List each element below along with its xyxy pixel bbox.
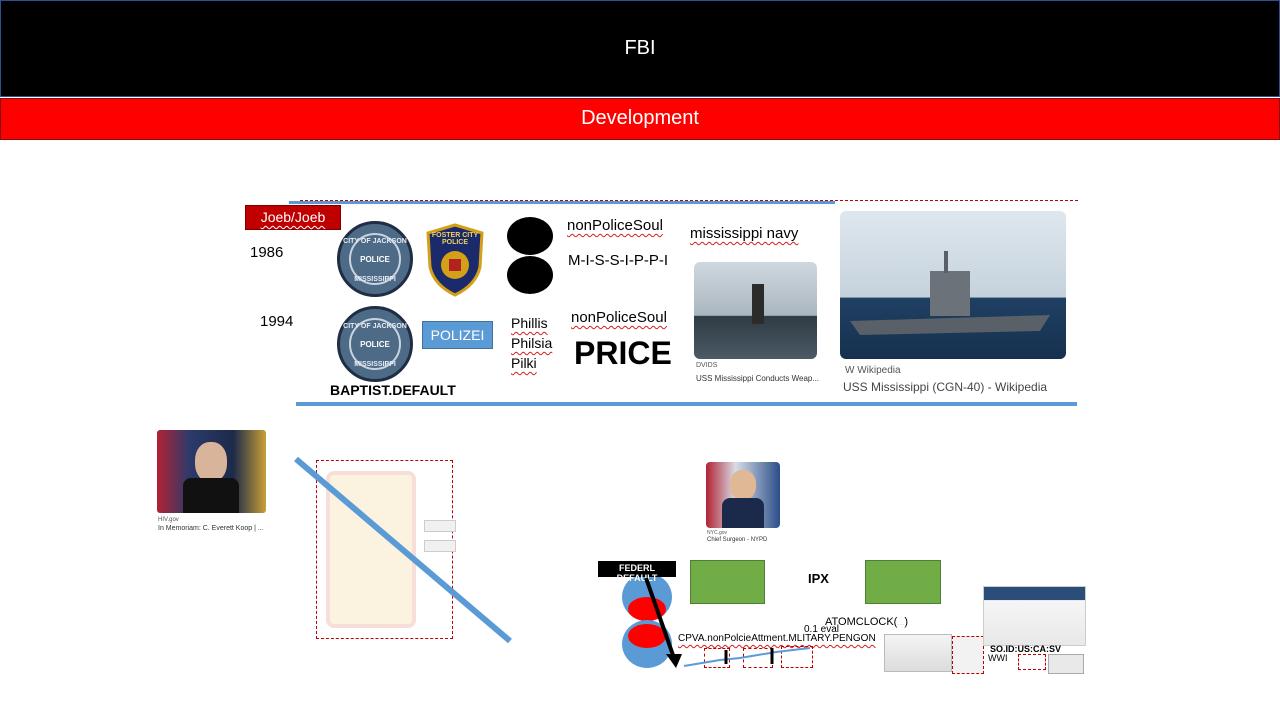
jackson-police-seal-2: CITY OF JACKSON POLICE MISSISSIPPI — [337, 306, 413, 382]
red-disc-bottom — [628, 624, 666, 648]
name-item: Philsia — [511, 335, 553, 351]
document-thumb-2[interactable] — [952, 636, 984, 674]
submarine-image[interactable] — [694, 262, 817, 359]
chain-box-1 — [704, 648, 730, 668]
cpva-label: CPVA.nonPolcieAttment.MLITARY.PENGON — [678, 633, 876, 644]
wikipedia-icon: W — [845, 365, 858, 376]
nypd-portrait-image[interactable] — [706, 462, 780, 528]
jackson-police-seal: CITY OF JACKSON POLICE MISSISSIPPI — [337, 221, 413, 297]
wwi-label: WWI — [988, 653, 1008, 663]
black-circle-top — [507, 217, 553, 255]
face-shape — [195, 442, 227, 482]
seal2-text-mid: POLICE — [360, 340, 390, 349]
submarine-source: DVIDS — [696, 362, 718, 369]
document-thumb-1[interactable] — [884, 634, 952, 672]
seal-inner-ring — [349, 233, 401, 285]
black-circle-bottom — [507, 256, 553, 294]
chain-box-4 — [1018, 654, 1046, 670]
subtitle-bar: Development — [0, 98, 1280, 140]
page-title: FBI — [624, 37, 656, 59]
news-page-thumb[interactable] — [983, 586, 1086, 646]
name-tag: Joeb/Joeb — [245, 205, 341, 230]
federl-default-label: FEDERL DEFAULT — [616, 563, 658, 583]
diagonal-line — [294, 456, 512, 644]
seal2-text-top: CITY OF JACKSON — [343, 323, 407, 330]
nypd-source: NYC.gov — [707, 530, 728, 536]
handle-box-2 — [424, 540, 456, 552]
cruiser-source: W Wikipedia — [845, 365, 901, 376]
foster-city-badge-text: FOSTER CITY POLICE — [431, 232, 479, 246]
price-label: PRICE — [574, 335, 672, 371]
nonpolice-soul-1: nonPoliceSoul — [567, 217, 663, 234]
nonpolice-soul-2: nonPoliceSoul — [571, 309, 667, 326]
handle-box-1 — [424, 520, 456, 532]
mississippi-navy-label: mississippi navy — [690, 225, 799, 242]
atomclock-label: ATOMCLOCK(·······) — [825, 616, 908, 628]
eval-label: 0.1 eval — [804, 624, 840, 635]
foster-city-police-badge — [426, 223, 484, 297]
down-arrow — [644, 577, 682, 668]
seal-text-top: CITY OF JACKSON — [343, 238, 407, 245]
seal-inner-ring-2 — [349, 318, 401, 370]
green-box-left — [690, 560, 765, 604]
polizei-label: POLIZEI — [430, 327, 485, 343]
seal2-text-bottom: MISSISSIPPI — [354, 361, 396, 368]
sail-shape — [752, 284, 764, 324]
title-bar: FBI — [0, 0, 1280, 97]
seal-text-mid: POLICE — [360, 255, 390, 264]
page-subtitle: Development — [581, 107, 699, 129]
name-tag-label: Joeb/Joeb — [260, 209, 326, 225]
names-list: Phillis Philsia Pilki — [511, 313, 552, 373]
green-box-right — [865, 560, 941, 604]
chain-lines — [683, 647, 811, 667]
top-rule-line — [289, 201, 835, 204]
submarine-caption[interactable]: USS Mississippi Conducts Weap... — [696, 374, 820, 383]
uniform-shape — [183, 478, 239, 513]
year-1986: 1986 — [250, 244, 284, 261]
name-item: Phillis — [511, 315, 548, 331]
polizei-box: POLIZEI — [422, 321, 493, 349]
mississippi-spelled: M-I-S-S-I-P-P-I — [568, 252, 668, 269]
year-1994: 1994 — [260, 313, 294, 330]
cruiser-image[interactable] — [840, 211, 1066, 359]
seal-text-bottom: MISSISSIPPI — [354, 276, 396, 283]
koop-portrait-image[interactable] — [157, 430, 266, 513]
uniform-shape-2 — [722, 498, 764, 528]
chain-box-3 — [781, 646, 813, 668]
atomclock-close: ) — [904, 616, 908, 628]
federl-default-box: FEDERL DEFAULT — [598, 561, 676, 583]
nypd-caption[interactable]: Chief Surgeon - NYPD — [707, 537, 768, 543]
cruiser-caption[interactable]: USS Mississippi (CGN-40) - Wikipedia — [843, 380, 1048, 394]
top-dashed-line — [300, 200, 1078, 201]
name-item: Pilki — [511, 355, 537, 371]
ship-silhouette — [850, 251, 1050, 335]
bottom-rule-line — [296, 402, 1077, 406]
koop-source: HIV.gov — [158, 517, 179, 523]
cruiser-source-text: Wikipedia — [857, 365, 901, 376]
baptist-default-label: BAPTIST.DEFAULT — [330, 382, 456, 398]
ipx-label: IPX — [808, 571, 829, 586]
atomclock-text: ATOMCLOCK( — [825, 616, 898, 628]
face-shape-2 — [730, 470, 756, 500]
koop-caption[interactable]: In Memoriam: C. Everett Koop | ... — [158, 525, 264, 532]
document-thumb-3[interactable] — [1048, 654, 1084, 674]
so-id-label: SO.ID:US:CA:SV — [990, 644, 1062, 654]
